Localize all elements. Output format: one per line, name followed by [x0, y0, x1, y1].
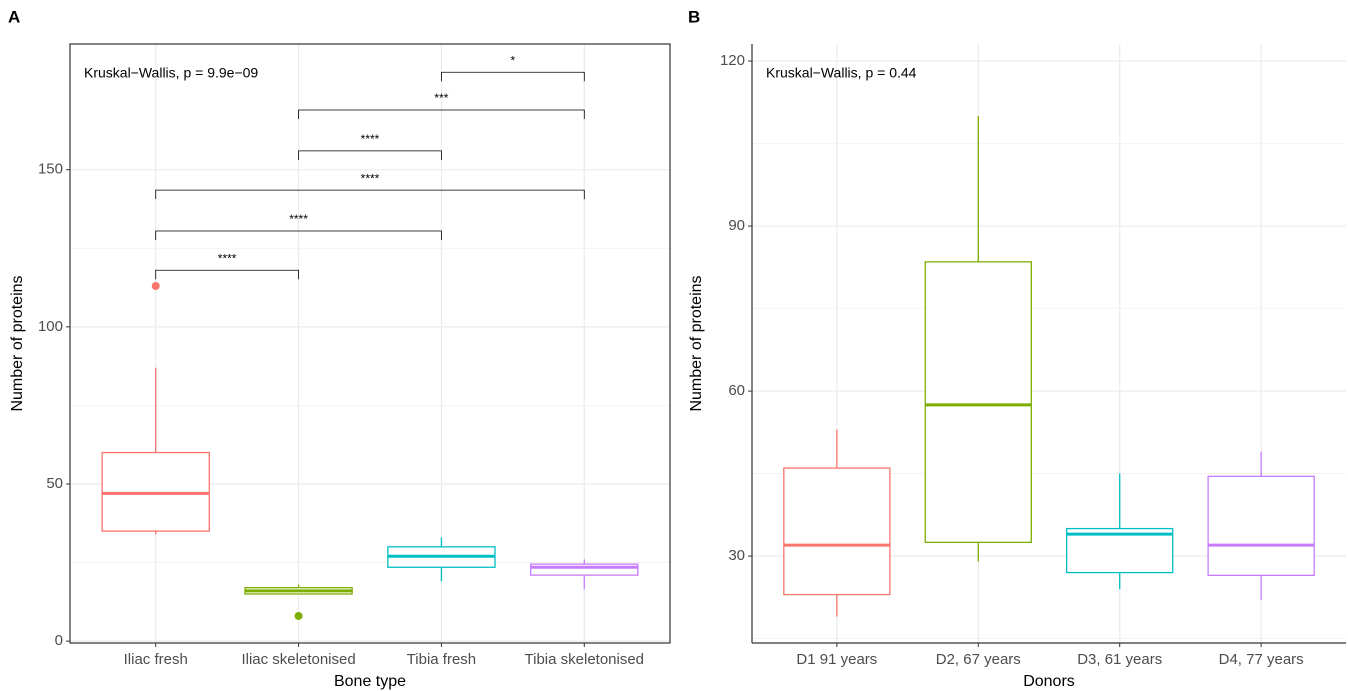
annotation: Kruskal−Wallis, p = 0.44 — [766, 65, 917, 81]
y-tick-label: 90 — [728, 217, 745, 234]
box — [1066, 527, 1174, 574]
x-tick-label: D4, 77 years — [1219, 651, 1304, 668]
x-tick-label: Iliac skeletonised — [241, 651, 355, 668]
significance-label: **** — [361, 171, 380, 185]
box — [1207, 475, 1315, 576]
x-tick-label: D1 91 years — [796, 651, 877, 668]
significance-bracket — [155, 230, 442, 240]
y-axis-title: Number of proteins — [688, 275, 705, 411]
y-tick-label: 150 — [38, 161, 63, 178]
significance-label: *** — [434, 91, 448, 105]
significance-bracket — [298, 150, 442, 160]
x-tick-label: D2, 67 years — [936, 651, 1021, 668]
significance-bracket — [298, 109, 585, 119]
x-tick-label: Iliac fresh — [124, 651, 188, 668]
significance-bracket — [441, 71, 585, 82]
y-tick-label: 120 — [720, 52, 745, 69]
box — [924, 261, 1032, 543]
significance-bracket — [155, 189, 585, 200]
y-tick-label: 60 — [728, 382, 745, 399]
outlier — [151, 281, 160, 290]
x-tick-label: Tibia fresh — [407, 651, 476, 668]
x-tick-label: Tibia skeletonised — [525, 651, 645, 668]
y-axis-title: Number of proteins — [9, 275, 26, 411]
significance-bracket — [155, 269, 299, 280]
panel-label: A — [8, 7, 20, 26]
x-tick-label: D3, 61 years — [1077, 651, 1162, 668]
x-axis-title: Donors — [1023, 673, 1075, 690]
outlier — [294, 611, 303, 620]
y-tick-label: 0 — [55, 632, 63, 649]
significance-label: **** — [361, 132, 380, 146]
significance-label: **** — [289, 212, 308, 226]
box — [783, 467, 891, 596]
panel-label: B — [688, 7, 700, 26]
annotation: Kruskal−Wallis, p = 9.9e−09 — [84, 65, 258, 81]
significance-label: **** — [218, 251, 237, 265]
box — [530, 563, 639, 576]
box — [101, 451, 210, 532]
y-tick-label: 50 — [46, 475, 63, 492]
x-axis-title: Bone type — [334, 673, 406, 690]
panel-border — [69, 43, 671, 644]
significance-label: * — [511, 53, 516, 67]
y-tick-label: 100 — [38, 318, 63, 335]
y-tick-label: 30 — [728, 547, 745, 564]
